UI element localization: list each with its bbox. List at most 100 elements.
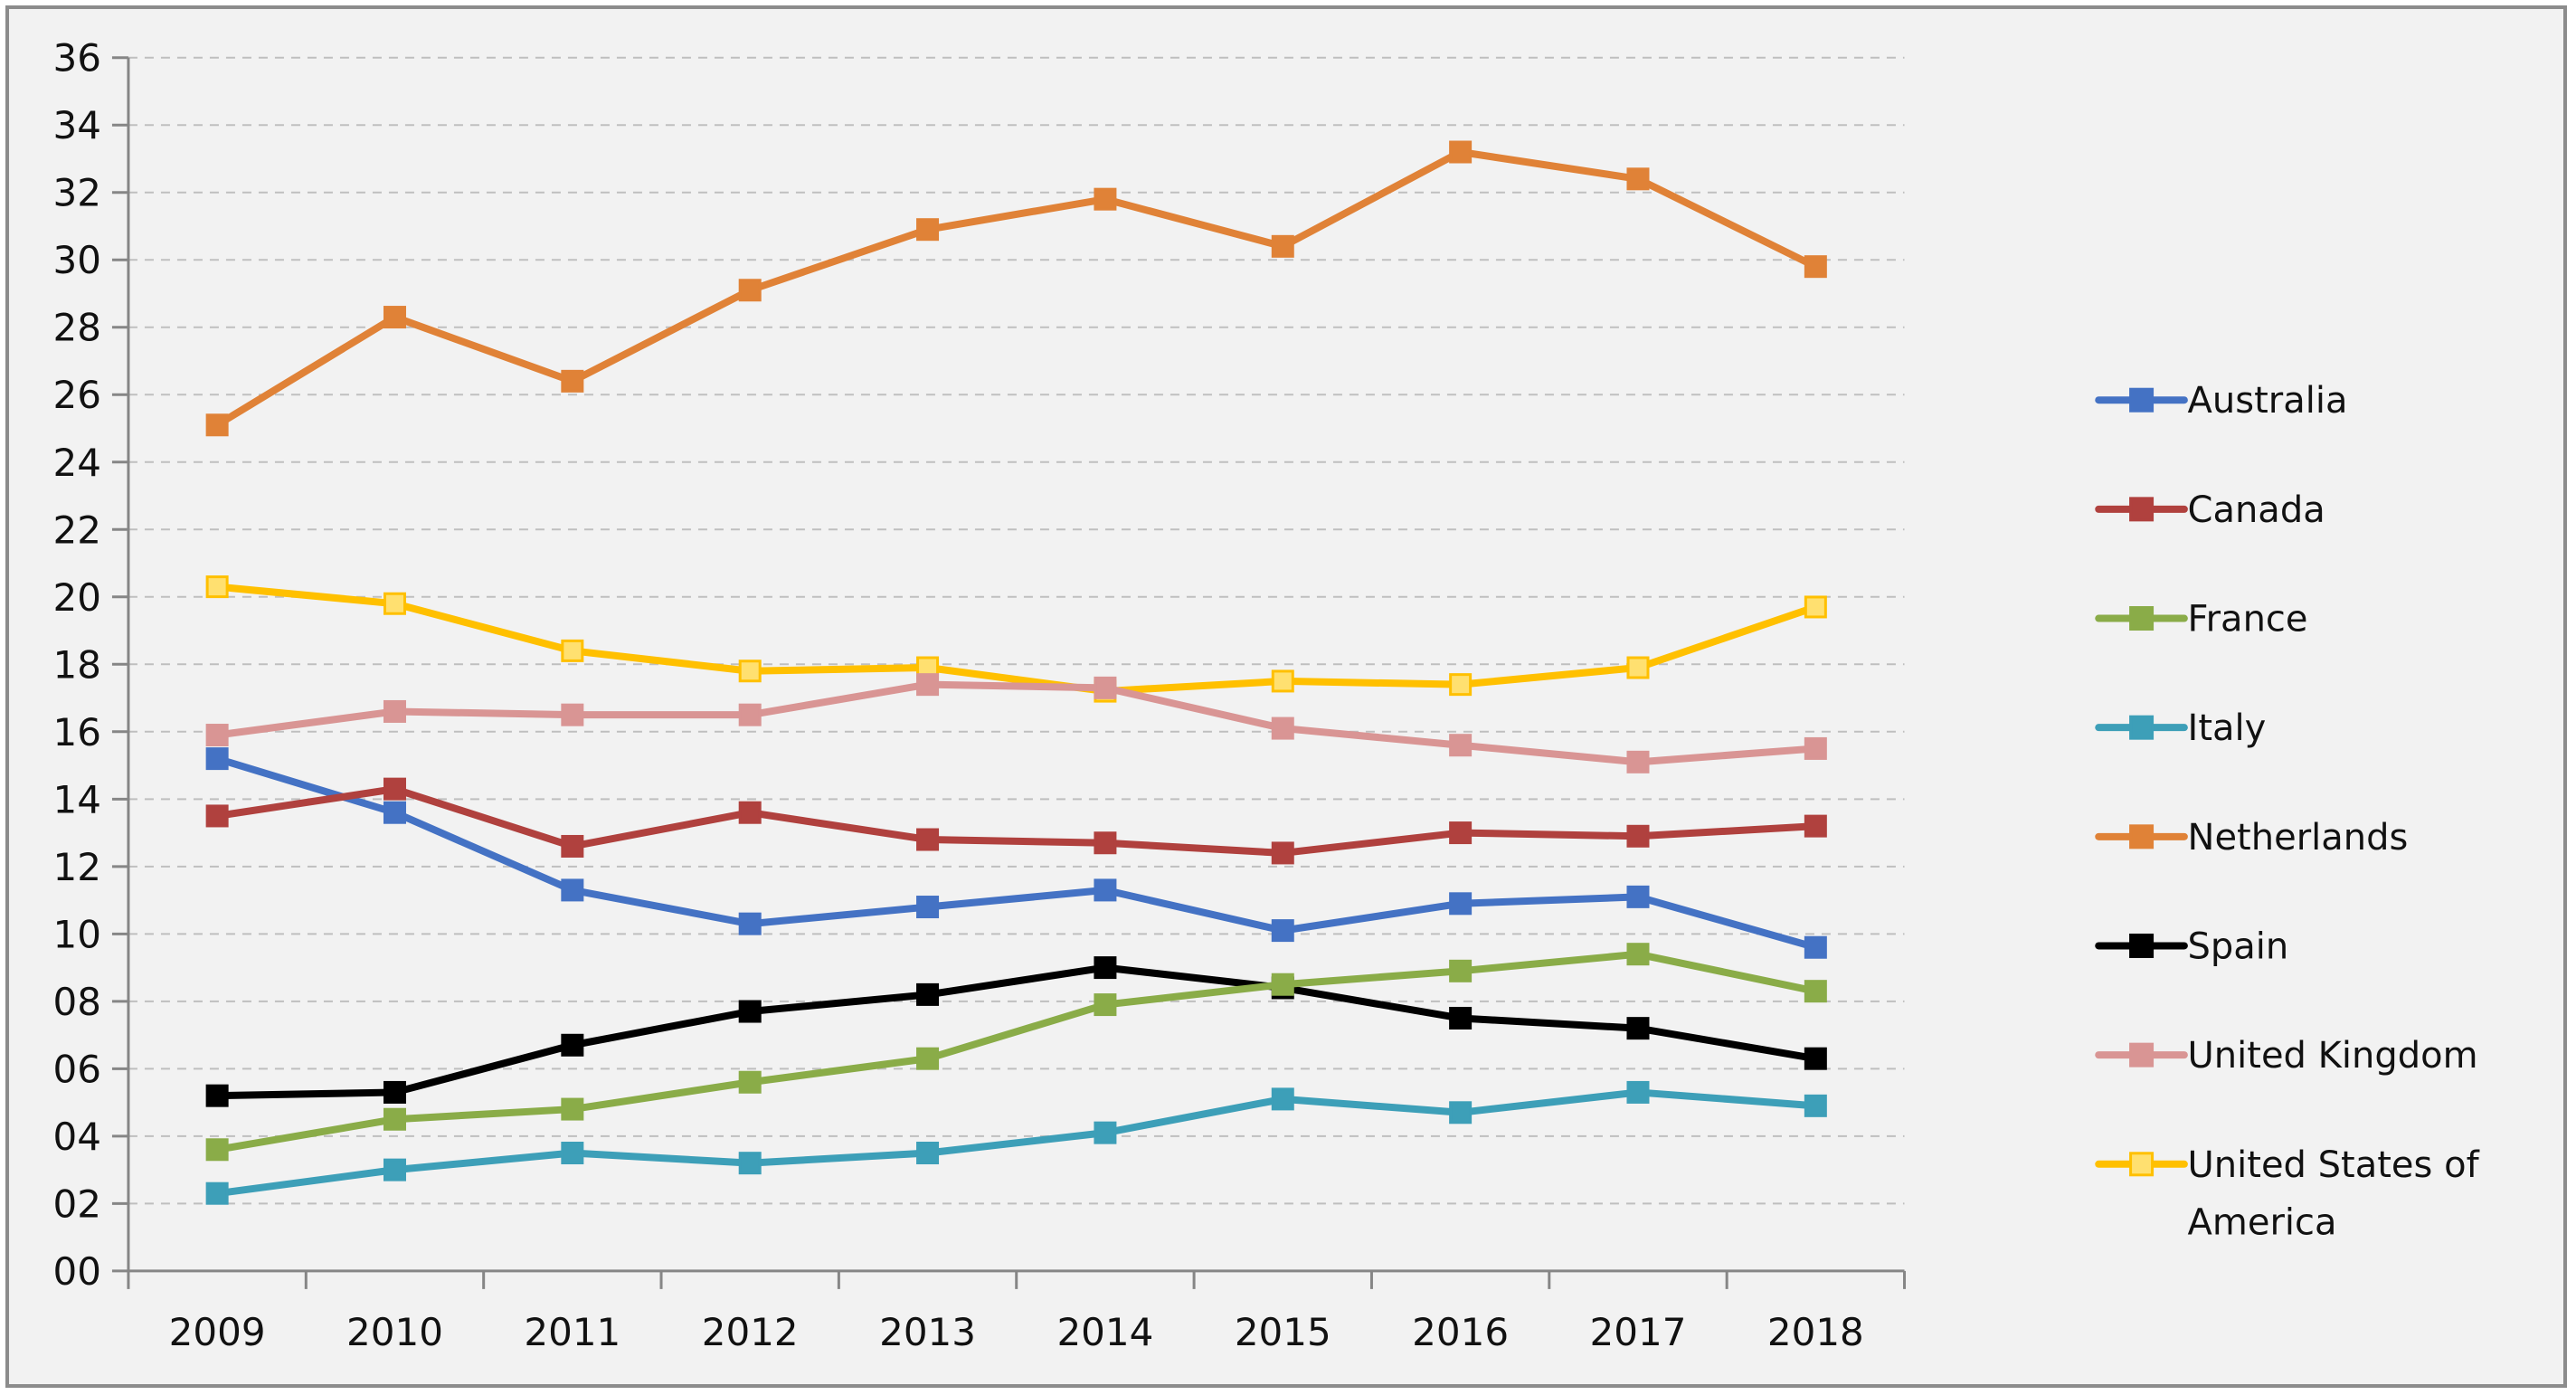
x-tick-label: 2009 [169, 1310, 266, 1354]
data-point [1626, 1080, 1650, 1104]
data-point [738, 801, 762, 824]
data-point [1094, 1121, 1117, 1144]
series-france [205, 943, 1827, 1162]
data-point [383, 1080, 406, 1104]
data-point [205, 1181, 229, 1205]
x-axis-labels: 2009 2010 2011 2012 2013 2014 2015 2016 2017 2018 [169, 1310, 1864, 1354]
series-italy [205, 1080, 1827, 1205]
data-point [1626, 943, 1650, 966]
data-point [561, 1033, 584, 1057]
y-tick-label: 22 [52, 508, 100, 552]
series-line [216, 785, 1816, 857]
x-tick-label: 2017 [1590, 1310, 1687, 1354]
y-tick-label: 12 [52, 845, 100, 889]
legend-label: Italy [2188, 707, 2267, 749]
legend-marker [2129, 497, 2155, 522]
x-tick-label: 2011 [524, 1310, 620, 1354]
y-tick-label: 02 [52, 1181, 100, 1226]
legend-item: United Kingdom [2095, 1035, 2478, 1077]
data-point [205, 413, 229, 437]
legend-label: Canada [2188, 489, 2325, 531]
data-point [738, 912, 762, 935]
data-point [383, 1107, 406, 1131]
x-tick-label: 2013 [879, 1310, 976, 1354]
legend-item: Italy [2095, 707, 2267, 749]
data-point [1804, 1047, 1827, 1070]
y-tick-label: 06 [52, 1047, 100, 1091]
data-point [1271, 1087, 1294, 1111]
series-line [215, 754, 1817, 952]
x-tick-label: 2012 [702, 1310, 799, 1354]
data-point [916, 896, 940, 919]
y-tick-label: 16 [52, 710, 100, 754]
legend-item: United States of America [2095, 1144, 2480, 1243]
data-point [1094, 878, 1117, 902]
data-point [205, 1138, 229, 1162]
data-point [383, 801, 406, 824]
data-point [1271, 234, 1294, 258]
data-point [383, 1158, 406, 1181]
y-tick-label: 30 [52, 238, 100, 282]
legend-marker [2129, 715, 2155, 740]
data-point [205, 575, 229, 599]
data-point [1804, 935, 1827, 959]
series-line [217, 963, 1817, 1100]
data-point [1626, 750, 1650, 773]
y-tick-label: 24 [52, 441, 100, 485]
data-point [561, 878, 584, 902]
data-point [916, 828, 940, 851]
data-point [1804, 736, 1827, 760]
series-line [216, 583, 1817, 696]
data-point [1626, 167, 1650, 191]
data-point [738, 703, 762, 726]
data-point [561, 834, 584, 858]
y-axis-labels: 00 02 04 06 08 10 12 14 16 18 20 22 24 26 28 30 32 34 36 [52, 36, 100, 1294]
x-tick-label: 2018 [1767, 1310, 1864, 1354]
data-point [561, 1097, 584, 1121]
y-tick-label: 04 [52, 1115, 100, 1159]
data-point [1804, 980, 1827, 1003]
data-point [205, 724, 229, 747]
legend-marker [2129, 606, 2155, 631]
data-point [1271, 841, 1294, 865]
data-point [561, 1141, 584, 1164]
y-tick-label: 36 [52, 36, 100, 81]
data-point [738, 1070, 762, 1094]
data-point [561, 369, 584, 393]
data-point [916, 218, 940, 242]
data-point [1449, 1006, 1473, 1030]
legend-item: Spain [2095, 925, 2288, 967]
y-tick-label: 32 [52, 171, 100, 215]
data-point [205, 747, 229, 771]
data-point [738, 1152, 762, 1175]
legend-marker [2129, 933, 2155, 958]
data-point [738, 279, 762, 302]
series-netherlands [205, 140, 1827, 437]
data-point [916, 1047, 940, 1070]
data-point [1271, 919, 1294, 943]
series-united-states-of-america [205, 575, 1827, 703]
data-point [1449, 959, 1473, 982]
data-point [1449, 1101, 1473, 1125]
data-point [1804, 814, 1827, 838]
data-point [1094, 187, 1117, 211]
y-tick-label: 34 [52, 103, 100, 147]
series-line [216, 680, 1816, 766]
x-tick-label: 2015 [1235, 1310, 1331, 1354]
series-line [216, 950, 1817, 1153]
y-tick-label: 18 [52, 642, 100, 687]
y-tick-label: 10 [52, 912, 100, 956]
data-point [1804, 595, 1827, 619]
data-point [1094, 831, 1117, 855]
x-tick-label: 2010 [346, 1310, 443, 1354]
series-line [215, 148, 1818, 429]
legend-label: United States of [2188, 1144, 2480, 1186]
legend-marker [2129, 387, 2155, 413]
y-tick-label: 28 [52, 306, 100, 350]
data-point [1094, 993, 1117, 1017]
data-point [1449, 734, 1473, 757]
legend-label: United Kingdom [2188, 1035, 2478, 1077]
data-point [1626, 824, 1650, 848]
legend-marker [2129, 824, 2155, 849]
